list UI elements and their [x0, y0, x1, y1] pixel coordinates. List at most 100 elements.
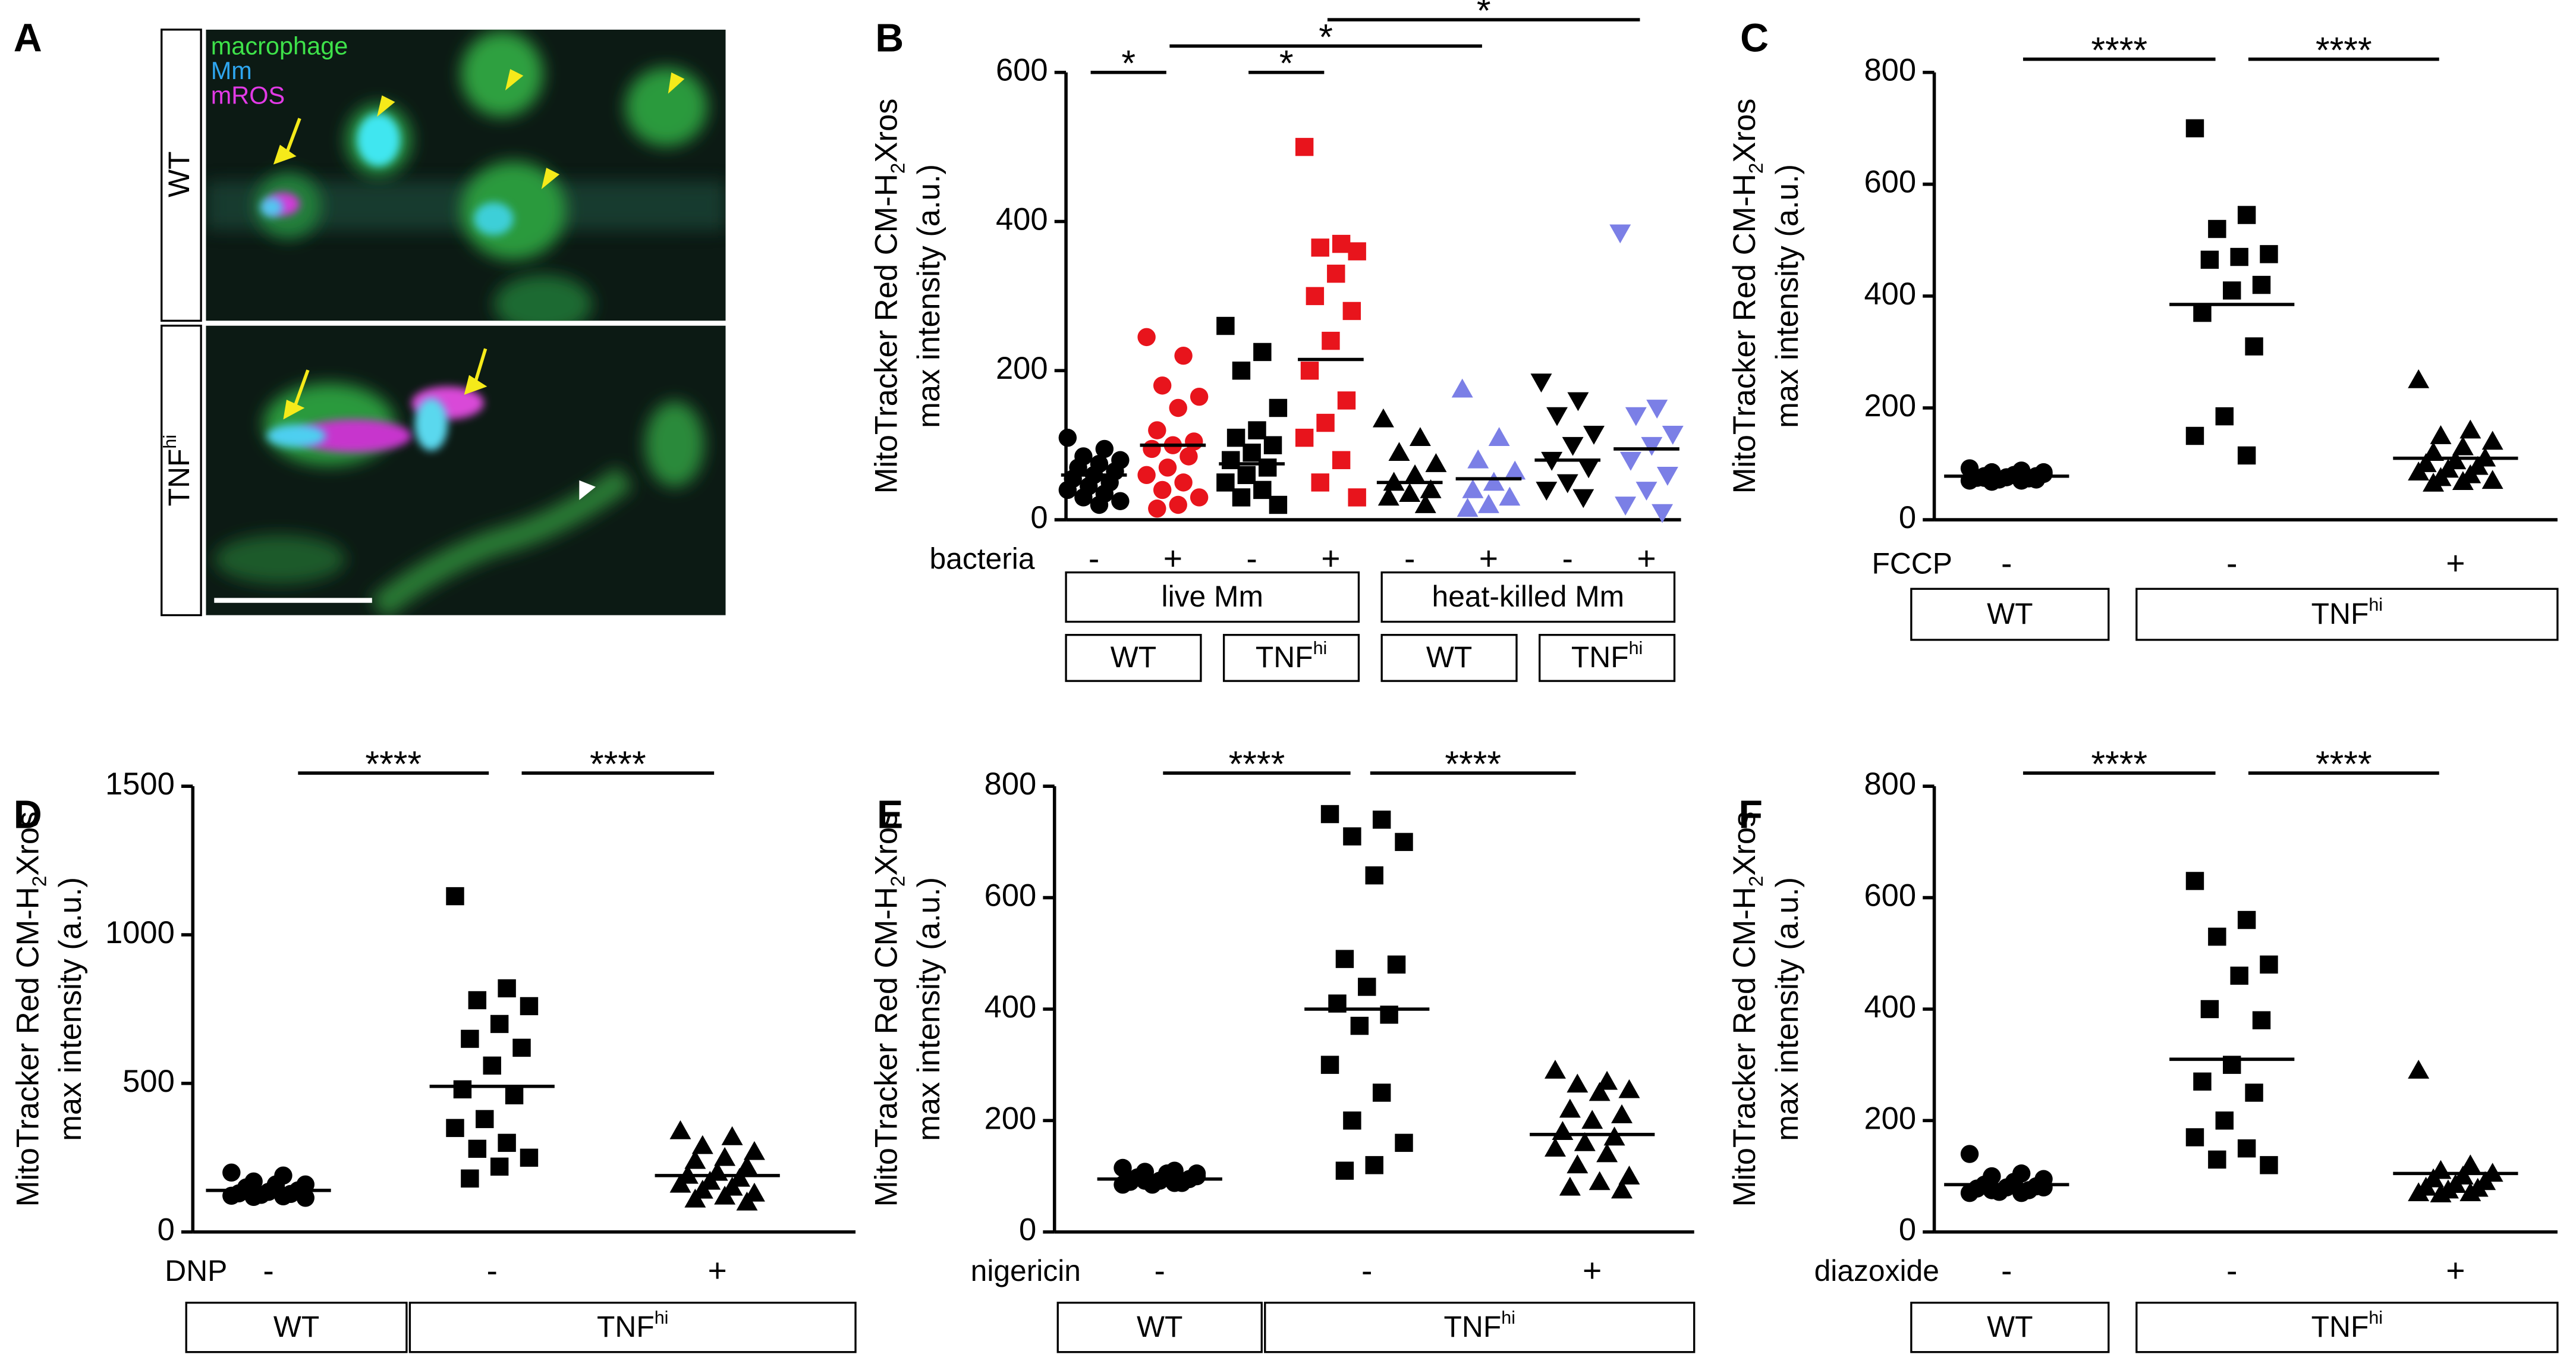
data-point — [2208, 927, 2226, 946]
data-point — [2200, 250, 2219, 269]
legend-label: mROS — [211, 81, 285, 109]
data-point — [1337, 391, 1356, 410]
data-point — [1596, 1070, 1618, 1090]
data-point — [237, 1178, 256, 1197]
data-point — [2452, 436, 2474, 456]
data-point — [2408, 1182, 2430, 1202]
data-point — [1625, 407, 1647, 426]
data-point — [505, 1086, 524, 1105]
y-axis-label-sub: 2 — [888, 876, 910, 887]
data-point — [684, 1188, 706, 1208]
data-point — [1619, 451, 1641, 471]
group-label: WT — [1137, 1310, 1182, 1343]
data-point — [468, 1139, 487, 1158]
data-point — [1295, 137, 1314, 156]
data-point — [1137, 466, 1156, 485]
data-point — [1536, 482, 1558, 501]
treatment-value: - — [1404, 540, 1415, 577]
group-box — [1264, 1302, 1696, 1353]
panel-label: F — [1738, 793, 1763, 837]
significance-label: **** — [2091, 30, 2147, 70]
data-point — [1556, 474, 1578, 494]
treatment-value: + — [2446, 545, 2465, 582]
group-box — [1910, 1302, 2110, 1353]
data-point — [2423, 472, 2445, 492]
treatment-label: DNP — [165, 1254, 227, 1287]
data-point — [1425, 453, 1447, 472]
group-label: WT — [1987, 1310, 2033, 1343]
data-point — [2260, 1156, 2278, 1174]
group-label: TNFhi — [1571, 638, 1643, 674]
data-point — [2237, 446, 2256, 465]
group-label: TNFhi — [2311, 595, 2383, 630]
data-point — [1232, 362, 1251, 380]
data-point — [736, 1191, 758, 1211]
data-point — [1350, 1016, 1369, 1035]
data-point — [1348, 242, 1366, 260]
treatment-label: FCCP — [1872, 547, 1952, 580]
treatment-value: - — [1361, 1252, 1372, 1289]
treatment-value: - — [263, 1252, 273, 1289]
data-point — [1377, 486, 1399, 506]
group-label-text: WT — [1137, 1310, 1182, 1343]
data-point — [1269, 495, 1288, 514]
data-point — [721, 1126, 743, 1145]
y-tick-label: 800 — [1864, 53, 1916, 88]
data-point — [1611, 1104, 1633, 1123]
data-point — [1662, 426, 1684, 445]
data-point — [2230, 247, 2248, 266]
data-point — [2408, 1060, 2430, 1079]
data-point — [1216, 316, 1235, 335]
group-label-text: TNF — [2311, 597, 2369, 630]
group-box — [2135, 588, 2559, 641]
y-axis-label: MitoTracker Red CM-H2Xros — [869, 99, 909, 494]
data-point — [2459, 1154, 2481, 1174]
data-point — [1578, 459, 1600, 479]
data-point — [498, 979, 516, 998]
group-box — [408, 1302, 857, 1353]
group-label-text: TNF — [597, 1310, 655, 1343]
data-point — [498, 1133, 516, 1152]
data-point — [468, 991, 487, 1010]
significance-label: **** — [1229, 744, 1285, 784]
significance-label: **** — [1445, 744, 1501, 784]
data-point — [2185, 426, 2204, 445]
data-point — [1253, 343, 1272, 362]
data-point — [453, 1080, 472, 1099]
data-point — [2408, 461, 2430, 480]
data-point — [483, 1056, 501, 1075]
data-point — [2237, 206, 2256, 224]
group-box — [1380, 571, 1676, 623]
data-point — [743, 1141, 765, 1160]
data-point — [1545, 1138, 1566, 1157]
group-label: TNFhi — [1256, 638, 1327, 674]
treatment-value: + — [1163, 540, 1182, 577]
y-axis-label: MitoTracker Red CM-H2Xros — [1727, 99, 1767, 494]
data-point — [1451, 378, 1473, 398]
y-tick-label: 400 — [1864, 990, 1916, 1025]
data-point — [1372, 811, 1391, 829]
group-label-sup: hi — [655, 1308, 669, 1328]
y-axis-label-text: Xros — [869, 812, 904, 876]
y-axis-label-sub: 2 — [888, 163, 910, 174]
y-axis-label-text: Xros — [1727, 812, 1762, 876]
data-point — [1420, 479, 1442, 498]
data-point — [1322, 331, 1340, 350]
data-point — [1169, 398, 1187, 417]
data-point — [1342, 301, 1361, 321]
row-label: WT — [162, 152, 196, 197]
data-point — [2245, 337, 2263, 356]
data-point — [1504, 460, 1526, 480]
data-point — [2034, 1178, 2053, 1197]
treatment-label: bacteria — [929, 542, 1034, 575]
data-point — [2423, 442, 2445, 461]
treatment-label: diazoxide — [1814, 1254, 1939, 1287]
row-label: TNFhi — [160, 435, 196, 506]
treatment-value: - — [1155, 1252, 1165, 1289]
data-point — [2027, 470, 2046, 489]
data-point — [2260, 955, 2278, 974]
data-point — [490, 1157, 509, 1176]
data-point — [1137, 328, 1156, 347]
group-label-text: WT — [1426, 640, 1472, 674]
